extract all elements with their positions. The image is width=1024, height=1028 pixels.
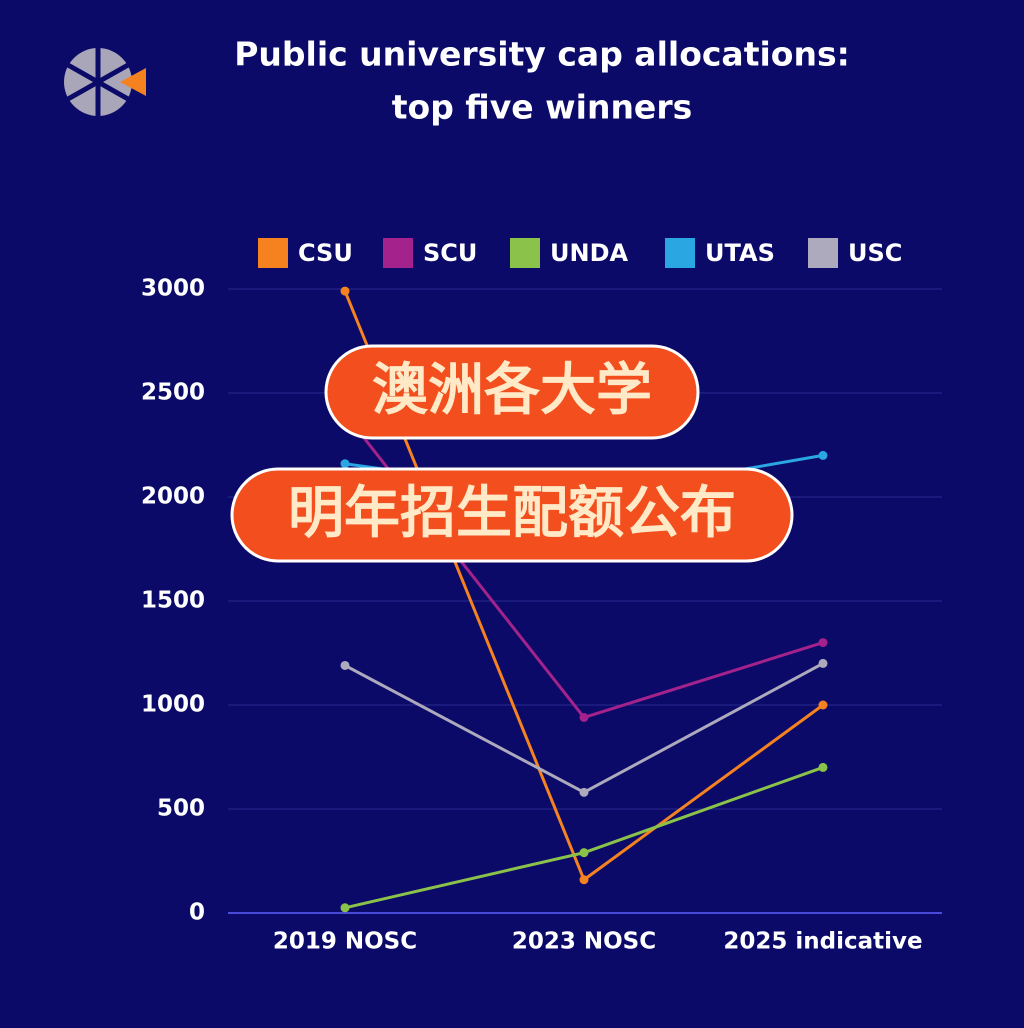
chart-title: Public university cap allocations: bbox=[234, 35, 850, 74]
legend-swatch bbox=[510, 238, 540, 268]
y-tick-label: 3000 bbox=[141, 276, 205, 302]
legend-label: UTAS bbox=[705, 239, 775, 267]
banner bbox=[324, 344, 700, 440]
y-tick-label: 2500 bbox=[141, 380, 205, 406]
data-point bbox=[579, 875, 589, 885]
data-point bbox=[579, 712, 589, 722]
data-point bbox=[579, 848, 589, 858]
legend-swatch bbox=[383, 238, 413, 268]
legend-label: SCU bbox=[423, 239, 477, 267]
legend-swatch bbox=[258, 238, 288, 268]
x-tick-label: 2025 indicative bbox=[723, 929, 922, 955]
logo bbox=[64, 48, 146, 116]
y-tick-label: 1500 bbox=[141, 588, 205, 614]
data-point bbox=[818, 658, 828, 668]
legend-label: USC bbox=[848, 239, 902, 267]
banner-text: 澳洲各大学 bbox=[372, 358, 652, 423]
data-point bbox=[579, 787, 589, 797]
data-point bbox=[818, 700, 828, 710]
legend-swatch bbox=[665, 238, 695, 268]
y-tick-label: 0 bbox=[189, 900, 205, 926]
chart-subtitle: top five winners bbox=[392, 88, 692, 127]
x-tick-label: 2023 NOSC bbox=[512, 929, 656, 955]
data-point bbox=[818, 450, 828, 460]
data-point bbox=[818, 762, 828, 772]
legend-label: UNDA bbox=[550, 239, 628, 267]
x-tick-label: 2019 NOSC bbox=[273, 929, 417, 955]
data-point bbox=[340, 903, 350, 913]
y-tick-label: 500 bbox=[157, 796, 205, 822]
data-point bbox=[340, 286, 350, 296]
y-tick-label: 1000 bbox=[141, 692, 205, 718]
y-tick-label: 2000 bbox=[141, 484, 205, 510]
data-point bbox=[340, 660, 350, 670]
data-point bbox=[818, 638, 828, 648]
banner bbox=[230, 467, 794, 563]
legend-label: CSU bbox=[298, 239, 353, 267]
data-point bbox=[340, 459, 350, 469]
banner-text: 明年招生配额公布 bbox=[288, 481, 736, 546]
legend-swatch bbox=[808, 238, 838, 268]
